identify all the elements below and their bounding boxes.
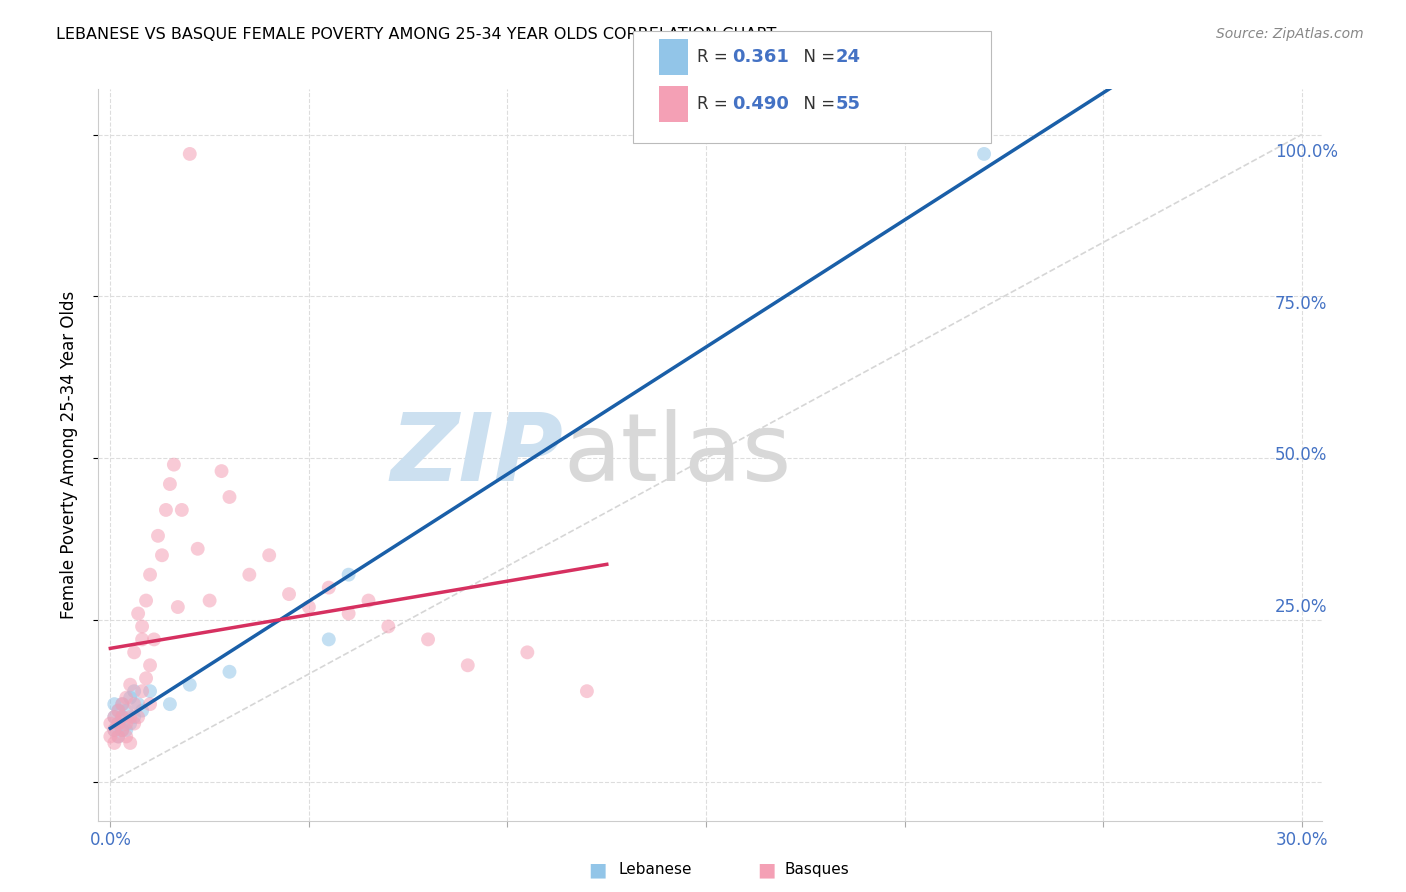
Point — [186, 677, 208, 691]
Point — [200, 690, 222, 704]
Point — [228, 471, 250, 485]
Text: ZIP: ZIP — [418, 404, 591, 497]
Point — [200, 592, 222, 607]
Point — [225, 495, 247, 509]
Text: ■: ■ — [756, 860, 776, 880]
Point — [186, 690, 208, 704]
Point — [190, 696, 212, 710]
Text: Source: ZipAtlas.com: Source: ZipAtlas.com — [1216, 27, 1364, 41]
Point — [179, 714, 201, 728]
Point — [204, 665, 226, 680]
Point — [186, 702, 208, 716]
Point — [388, 556, 411, 570]
Point — [228, 677, 250, 691]
Point — [953, 161, 976, 175]
Text: N =: N = — [793, 48, 841, 66]
Point — [494, 640, 516, 655]
Point — [186, 702, 208, 716]
Point — [183, 683, 205, 698]
Point — [179, 702, 201, 716]
Point — [214, 616, 236, 631]
Point — [316, 538, 339, 552]
Text: ■: ■ — [588, 860, 607, 880]
Point — [232, 452, 254, 467]
Point — [423, 605, 446, 619]
Point — [211, 556, 233, 570]
Point — [388, 592, 411, 607]
Point — [281, 483, 304, 497]
Y-axis label: Female Poverty Among 25-34 Year Olds: Female Poverty Among 25-34 Year Olds — [59, 286, 77, 615]
Point — [197, 677, 219, 691]
Point — [235, 586, 257, 600]
Text: 24: 24 — [835, 48, 860, 66]
Text: atlas: atlas — [591, 404, 818, 497]
Point — [246, 161, 269, 175]
Point — [183, 707, 205, 722]
Point — [193, 696, 215, 710]
Point — [370, 616, 392, 631]
Text: R =: R = — [697, 48, 734, 66]
Point — [352, 586, 374, 600]
Point — [211, 640, 233, 655]
Point — [193, 659, 215, 673]
Point — [274, 458, 297, 473]
Point — [405, 580, 427, 594]
Point — [179, 690, 201, 704]
Point — [183, 683, 205, 698]
Text: LEBANESE VS BASQUE FEMALE POVERTY AMONG 25-34 YEAR OLDS CORRELATION CHART: LEBANESE VS BASQUE FEMALE POVERTY AMONG … — [56, 27, 776, 42]
Point — [183, 696, 205, 710]
Text: R =: R = — [697, 95, 734, 113]
Point — [186, 677, 208, 691]
Point — [197, 696, 219, 710]
Point — [221, 538, 243, 552]
Point — [190, 702, 212, 716]
Point — [190, 707, 212, 722]
Point — [197, 665, 219, 680]
Text: N =: N = — [793, 95, 841, 113]
Point — [207, 580, 229, 594]
Point — [207, 653, 229, 667]
Point — [204, 605, 226, 619]
Point — [599, 665, 621, 680]
Point — [197, 629, 219, 643]
Point — [239, 495, 262, 509]
Point — [179, 690, 201, 704]
Point — [299, 556, 322, 570]
Point — [190, 672, 212, 686]
Point — [335, 574, 357, 589]
Point — [218, 519, 240, 533]
Point — [176, 707, 198, 722]
Point — [204, 616, 226, 631]
Point — [246, 659, 269, 673]
Text: Lebanese: Lebanese — [619, 863, 692, 877]
Point — [186, 690, 208, 704]
Point — [200, 677, 222, 691]
Point — [183, 707, 205, 722]
Point — [190, 683, 212, 698]
Point — [179, 677, 201, 691]
Point — [281, 647, 304, 661]
Point — [176, 696, 198, 710]
Point — [211, 665, 233, 680]
Text: Basques: Basques — [785, 863, 849, 877]
Point — [183, 696, 205, 710]
Point — [211, 677, 233, 691]
Point — [263, 580, 285, 594]
Point — [253, 532, 276, 546]
Point — [458, 616, 481, 631]
Point — [547, 629, 569, 643]
Point — [179, 702, 201, 716]
Point — [204, 683, 226, 698]
Point — [193, 714, 215, 728]
Point — [370, 568, 392, 582]
Point — [193, 690, 215, 704]
Text: 55: 55 — [835, 95, 860, 113]
Text: 0.361: 0.361 — [733, 48, 789, 66]
Point — [197, 690, 219, 704]
Text: 0.490: 0.490 — [733, 95, 789, 113]
Point — [193, 672, 215, 686]
